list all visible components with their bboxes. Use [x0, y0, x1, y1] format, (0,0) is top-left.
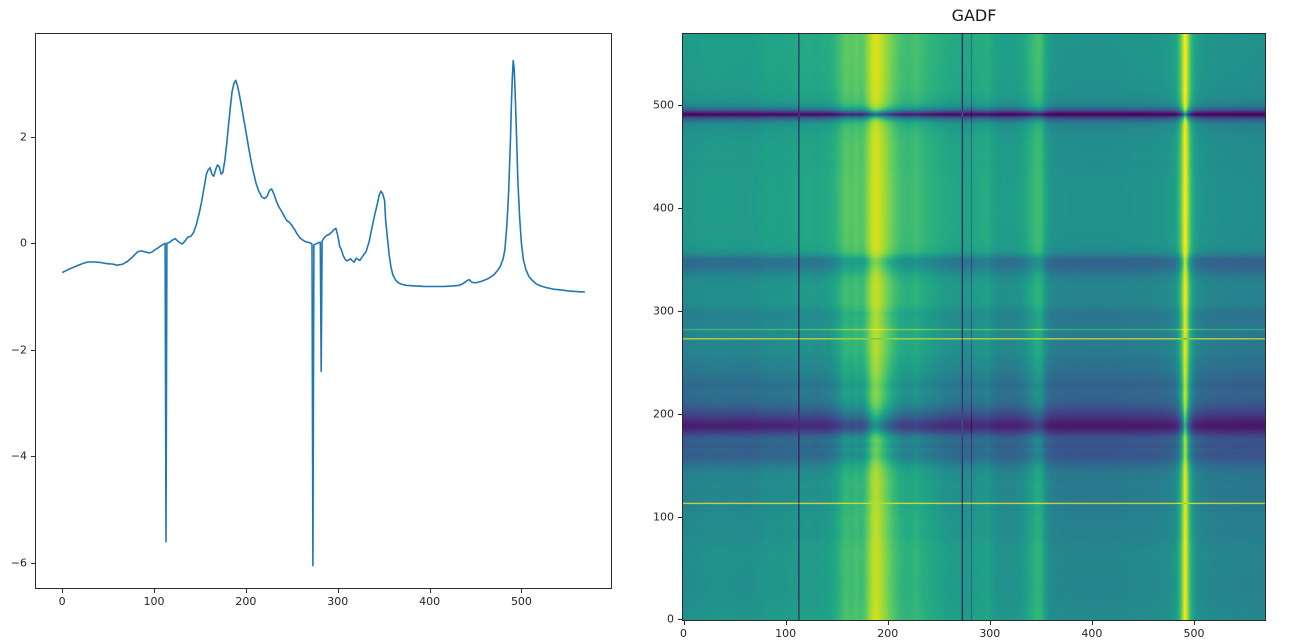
y-tick-label: −6	[10, 556, 27, 570]
y-tick-label: 300	[653, 304, 674, 318]
x-tick	[887, 621, 889, 625]
x-tick-label: 500	[1183, 627, 1205, 640]
x-tick-label: 0	[58, 595, 66, 608]
signal-line	[61, 59, 585, 567]
y-tick-label: 0	[667, 612, 674, 626]
x-tick-label: 0	[680, 627, 687, 640]
y-tick	[31, 243, 35, 245]
x-tick	[245, 589, 247, 593]
y-tick	[678, 208, 682, 210]
x-tick-label: 500	[510, 595, 532, 608]
signal-line-chart	[61, 59, 585, 567]
x-tick	[1091, 621, 1093, 625]
x-tick	[154, 589, 156, 593]
y-tick-label: −4	[10, 449, 27, 463]
y-tick-label: 500	[653, 98, 674, 112]
x-tick-label: 400	[419, 595, 441, 608]
x-tick-label: 400	[1081, 627, 1103, 640]
y-tick	[678, 413, 682, 415]
gadf-axes	[682, 33, 1266, 621]
y-tick	[678, 516, 682, 518]
x-tick-label: 200	[877, 627, 899, 640]
x-tick	[785, 621, 787, 625]
y-tick	[31, 136, 35, 138]
x-tick	[62, 589, 64, 593]
y-tick-label: 100	[653, 510, 674, 524]
y-tick	[31, 456, 35, 458]
x-tick	[989, 621, 991, 625]
gadf-heatmap-image	[683, 34, 1265, 620]
y-tick-label: 0	[20, 236, 27, 250]
gadf-title: GADF	[951, 6, 997, 25]
y-tick	[31, 349, 35, 351]
x-tick-label: 300	[979, 627, 1001, 640]
x-tick-label: 200	[235, 595, 257, 608]
x-tick	[683, 621, 685, 625]
x-tick	[1194, 621, 1196, 625]
x-tick-label: 100	[143, 595, 165, 608]
y-tick	[31, 562, 35, 564]
x-tick	[337, 589, 339, 593]
x-tick-label: 300	[327, 595, 349, 608]
y-tick-label: 2	[20, 130, 27, 144]
x-tick	[521, 589, 523, 593]
y-tick-label: 200	[653, 407, 674, 421]
y-tick-label: −2	[10, 343, 27, 357]
y-tick	[678, 619, 682, 621]
signal-plot-axes	[35, 33, 612, 589]
y-tick	[678, 105, 682, 107]
y-tick	[678, 311, 682, 313]
x-tick	[429, 589, 431, 593]
y-tick-label: 400	[653, 201, 674, 215]
x-tick-label: 100	[775, 627, 797, 640]
